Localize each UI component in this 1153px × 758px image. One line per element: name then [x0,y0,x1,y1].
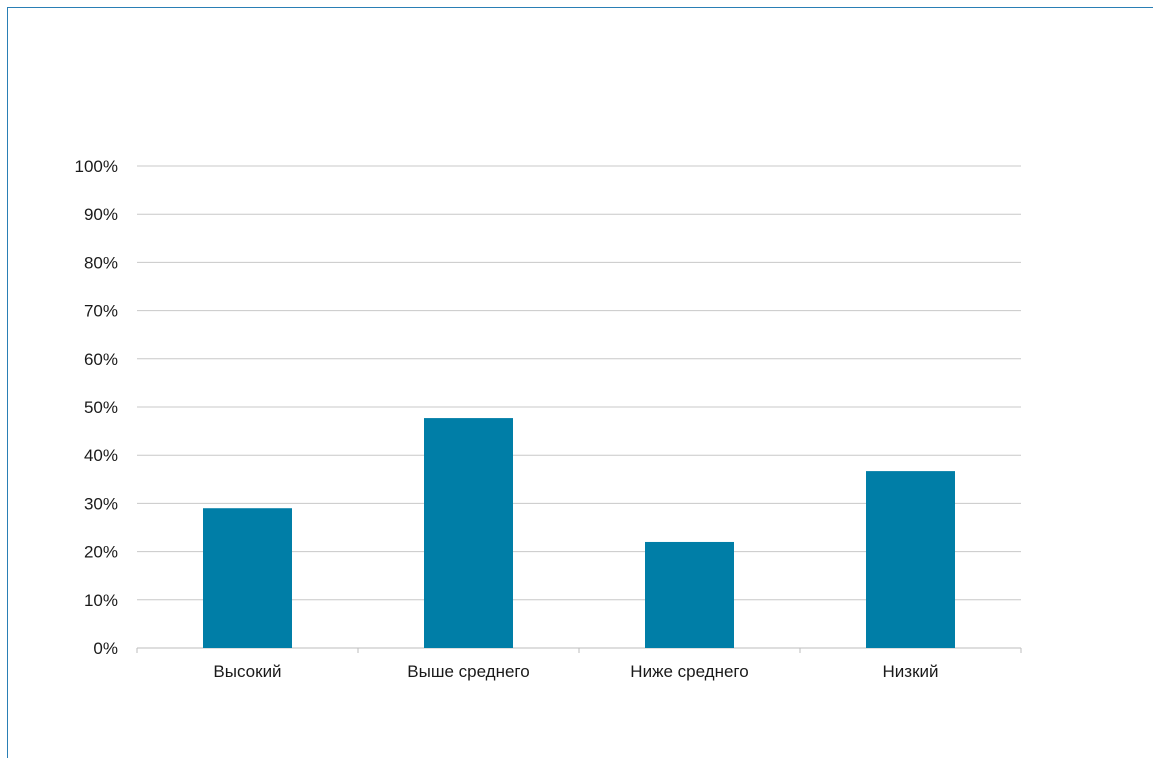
bar [645,541,734,648]
y-tick-label: 60% [84,350,118,369]
x-axis-tick-labels: Высокий Выше среднего Ниже среднего Низкий [213,662,938,681]
y-tick-label: 100% [75,157,118,176]
y-tick-label: 30% [84,494,118,513]
x-tick-label: Ниже среднего [630,662,748,681]
x-tick-label: Выше среднего [407,662,529,681]
y-tick-label: 90% [84,205,118,224]
y-axis-tick-labels: 0% 10% 20% 30% 40% 50% 60% 70% 80% 90% 100% [75,157,118,658]
y-tick-label: 50% [84,398,118,417]
y-tick-label: 10% [84,591,118,610]
bar [866,471,955,648]
y-tick-label: 0% [93,639,118,658]
y-tick-label: 70% [84,302,118,321]
x-tick-label: Низкий [883,662,939,681]
y-tick-label: 40% [84,446,118,465]
bar [424,418,513,648]
y-tick-label: 20% [84,543,118,562]
bars [203,418,955,648]
x-tick-label: Высокий [213,662,281,681]
y-tick-label: 80% [84,253,118,272]
chart-frame [7,7,1153,758]
bar [203,508,292,648]
